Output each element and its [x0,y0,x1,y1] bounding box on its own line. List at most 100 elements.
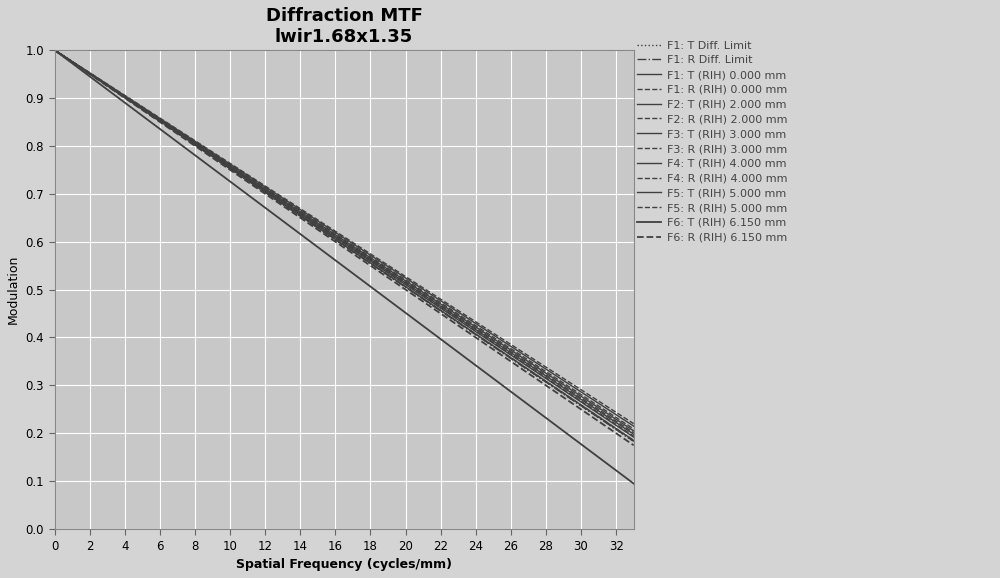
F5: R (RIH) 5.000 mm: (26.3, 0.378): R (RIH) 5.000 mm: (26.3, 0.378) [511,344,523,351]
F1: R Diff. Limit: (22.7, 0.439): R Diff. Limit: (22.7, 0.439) [446,316,458,323]
F2: R (RIH) 2.000 mm: (26.3, 0.357): R (RIH) 2.000 mm: (26.3, 0.357) [511,355,523,362]
F1: T (RIH) 0.000 mm: (26.3, 0.35): T (RIH) 0.000 mm: (26.3, 0.35) [511,358,523,365]
F6: T (RIH) 6.150 mm: (26.3, 0.278): T (RIH) 6.150 mm: (26.3, 0.278) [511,392,523,399]
F5: T (RIH) 5.000 mm: (33, 0.215): T (RIH) 5.000 mm: (33, 0.215) [628,423,640,429]
F1: R Diff. Limit: (33, 0.183): R Diff. Limit: (33, 0.183) [628,438,640,445]
F3: R (RIH) 3.000 mm: (0, 1): R (RIH) 3.000 mm: (0, 1) [49,47,61,54]
F5: R (RIH) 5.000 mm: (14.5, 0.656): R (RIH) 5.000 mm: (14.5, 0.656) [304,211,316,218]
X-axis label: Spatial Frequency (cycles/mm): Spatial Frequency (cycles/mm) [236,558,452,571]
F3: R (RIH) 3.000 mm: (13.3, 0.677): R (RIH) 3.000 mm: (13.3, 0.677) [283,201,295,208]
F3: T (RIH) 3.000 mm: (22.7, 0.449): T (RIH) 3.000 mm: (22.7, 0.449) [446,310,458,317]
Y-axis label: Modulation: Modulation [7,255,20,324]
F2: T (RIH) 2.000 mm: (25.7, 0.37): T (RIH) 2.000 mm: (25.7, 0.37) [500,349,512,355]
F2: R (RIH) 2.000 mm: (25.7, 0.371): R (RIH) 2.000 mm: (25.7, 0.371) [500,347,512,354]
Line: F4: T (RIH) 4.000 mm: F4: T (RIH) 4.000 mm [55,50,634,431]
F5: R (RIH) 5.000 mm: (0, 1): R (RIH) 5.000 mm: (0, 1) [49,47,61,54]
F1: R (RIH) 0.000 mm: (33, 0.185): R (RIH) 0.000 mm: (33, 0.185) [628,437,640,444]
F1: T (RIH) 0.000 mm: (0, 1): T (RIH) 0.000 mm: (0, 1) [49,47,61,54]
F1: T Diff. Limit: (22.7, 0.439): T Diff. Limit: (22.7, 0.439) [446,316,458,323]
Line: F1: R (RIH) 0.000 mm: F1: R (RIH) 0.000 mm [55,50,634,440]
F3: R (RIH) 3.000 mm: (33, 0.201): R (RIH) 3.000 mm: (33, 0.201) [628,429,640,436]
F6: R (RIH) 6.150 mm: (13.3, 0.666): R (RIH) 6.150 mm: (13.3, 0.666) [283,206,295,213]
F4: T (RIH) 4.000 mm: (13.3, 0.678): T (RIH) 4.000 mm: (13.3, 0.678) [283,201,295,208]
F6: T (RIH) 6.150 mm: (0, 1): T (RIH) 6.150 mm: (0, 1) [49,47,61,54]
F2: R (RIH) 2.000 mm: (13.3, 0.674): R (RIH) 2.000 mm: (13.3, 0.674) [283,203,295,210]
F6: T (RIH) 6.150 mm: (33, 0.095): T (RIH) 6.150 mm: (33, 0.095) [628,480,640,487]
F6: T (RIH) 6.150 mm: (13.3, 0.634): T (RIH) 6.150 mm: (13.3, 0.634) [283,222,295,229]
F1: T Diff. Limit: (26.3, 0.348): T Diff. Limit: (26.3, 0.348) [511,359,523,366]
F1: R (RIH) 0.000 mm: (25.7, 0.364): R (RIH) 0.000 mm: (25.7, 0.364) [500,351,512,358]
F5: R (RIH) 5.000 mm: (3.37, 0.92): R (RIH) 5.000 mm: (3.37, 0.92) [108,85,120,92]
F1: R (RIH) 0.000 mm: (13.3, 0.67): R (RIH) 0.000 mm: (13.3, 0.67) [283,205,295,212]
Line: F2: T (RIH) 2.000 mm: F2: T (RIH) 2.000 mm [55,50,634,437]
F1: R Diff. Limit: (3.37, 0.917): R Diff. Limit: (3.37, 0.917) [108,87,120,94]
F3: T (RIH) 3.000 mm: (26.3, 0.36): T (RIH) 3.000 mm: (26.3, 0.36) [511,353,523,360]
F5: T (RIH) 5.000 mm: (0, 1): T (RIH) 5.000 mm: (0, 1) [49,47,61,54]
F2: T (RIH) 2.000 mm: (26.3, 0.355): T (RIH) 2.000 mm: (26.3, 0.355) [511,355,523,362]
F6: R (RIH) 6.150 mm: (26.3, 0.342): R (RIH) 6.150 mm: (26.3, 0.342) [511,362,523,369]
F2: R (RIH) 2.000 mm: (0, 1): R (RIH) 2.000 mm: (0, 1) [49,47,61,54]
Legend: F1: T Diff. Limit, F1: R Diff. Limit, F1: T (RIH) 0.000 mm, F1: R (RIH) 0.000 mm: F1: T Diff. Limit, F1: R Diff. Limit, F1… [637,40,787,243]
F6: T (RIH) 6.150 mm: (22.7, 0.379): T (RIH) 6.150 mm: (22.7, 0.379) [446,344,458,351]
F3: R (RIH) 3.000 mm: (14.5, 0.648): R (RIH) 3.000 mm: (14.5, 0.648) [304,215,316,222]
F2: T (RIH) 2.000 mm: (13.3, 0.673): T (RIH) 2.000 mm: (13.3, 0.673) [283,203,295,210]
F1: T (RIH) 0.000 mm: (14.5, 0.641): T (RIH) 0.000 mm: (14.5, 0.641) [304,218,316,225]
Line: F5: R (RIH) 5.000 mm: F5: R (RIH) 5.000 mm [55,50,634,424]
F4: R (RIH) 4.000 mm: (3.37, 0.919): R (RIH) 4.000 mm: (3.37, 0.919) [108,86,120,92]
F4: T (RIH) 4.000 mm: (14.5, 0.65): T (RIH) 4.000 mm: (14.5, 0.65) [304,214,316,221]
F3: R (RIH) 3.000 mm: (25.7, 0.377): R (RIH) 3.000 mm: (25.7, 0.377) [500,345,512,352]
F1: R (RIH) 0.000 mm: (22.7, 0.44): R (RIH) 0.000 mm: (22.7, 0.44) [446,314,458,321]
F1: R Diff. Limit: (0, 1): R Diff. Limit: (0, 1) [49,47,61,54]
F4: T (RIH) 4.000 mm: (0, 1): T (RIH) 4.000 mm: (0, 1) [49,47,61,54]
F3: T (RIH) 3.000 mm: (3.37, 0.918): T (RIH) 3.000 mm: (3.37, 0.918) [108,86,120,93]
F6: T (RIH) 6.150 mm: (25.7, 0.294): T (RIH) 6.150 mm: (25.7, 0.294) [500,384,512,391]
F5: T (RIH) 5.000 mm: (26.3, 0.374): T (RIH) 5.000 mm: (26.3, 0.374) [511,347,523,354]
F1: T Diff. Limit: (33, 0.183): T Diff. Limit: (33, 0.183) [628,438,640,445]
F6: R (RIH) 6.150 mm: (3.37, 0.916): R (RIH) 6.150 mm: (3.37, 0.916) [108,87,120,94]
F5: T (RIH) 5.000 mm: (13.3, 0.683): T (RIH) 5.000 mm: (13.3, 0.683) [283,199,295,206]
F1: R Diff. Limit: (26.3, 0.348): R Diff. Limit: (26.3, 0.348) [511,359,523,366]
F1: T Diff. Limit: (3.37, 0.917): T Diff. Limit: (3.37, 0.917) [108,87,120,94]
F1: T (RIH) 0.000 mm: (25.7, 0.364): T (RIH) 0.000 mm: (25.7, 0.364) [500,351,512,358]
F6: T (RIH) 6.150 mm: (3.37, 0.908): T (RIH) 6.150 mm: (3.37, 0.908) [108,91,120,98]
F5: R (RIH) 5.000 mm: (33, 0.22): R (RIH) 5.000 mm: (33, 0.22) [628,420,640,427]
F1: T Diff. Limit: (14.5, 0.64): T Diff. Limit: (14.5, 0.64) [304,219,316,226]
F4: R (RIH) 4.000 mm: (14.5, 0.652): R (RIH) 4.000 mm: (14.5, 0.652) [304,213,316,220]
F2: T (RIH) 2.000 mm: (22.7, 0.445): T (RIH) 2.000 mm: (22.7, 0.445) [446,312,458,319]
F1: R (RIH) 0.000 mm: (0, 1): R (RIH) 0.000 mm: (0, 1) [49,47,61,54]
F1: R Diff. Limit: (13.3, 0.67): R Diff. Limit: (13.3, 0.67) [283,205,295,212]
F1: R (RIH) 0.000 mm: (14.5, 0.641): R (RIH) 0.000 mm: (14.5, 0.641) [304,218,316,225]
F3: T (RIH) 3.000 mm: (13.3, 0.676): T (RIH) 3.000 mm: (13.3, 0.676) [283,202,295,209]
F3: R (RIH) 3.000 mm: (3.37, 0.918): R (RIH) 3.000 mm: (3.37, 0.918) [108,86,120,92]
F2: R (RIH) 2.000 mm: (3.37, 0.918): R (RIH) 2.000 mm: (3.37, 0.918) [108,86,120,93]
F6: R (RIH) 6.150 mm: (33, 0.175): R (RIH) 6.150 mm: (33, 0.175) [628,442,640,449]
Line: F1: R Diff. Limit: F1: R Diff. Limit [55,50,634,442]
F2: R (RIH) 2.000 mm: (33, 0.194): R (RIH) 2.000 mm: (33, 0.194) [628,433,640,440]
F1: R Diff. Limit: (25.7, 0.363): R Diff. Limit: (25.7, 0.363) [500,352,512,359]
F5: T (RIH) 5.000 mm: (22.7, 0.461): T (RIH) 5.000 mm: (22.7, 0.461) [446,305,458,312]
F2: T (RIH) 2.000 mm: (3.37, 0.918): T (RIH) 2.000 mm: (3.37, 0.918) [108,86,120,93]
F3: T (RIH) 3.000 mm: (14.5, 0.647): T (RIH) 3.000 mm: (14.5, 0.647) [304,216,316,223]
Line: F5: T (RIH) 5.000 mm: F5: T (RIH) 5.000 mm [55,50,634,426]
Line: F4: R (RIH) 4.000 mm: F4: R (RIH) 4.000 mm [55,50,634,429]
Title: Diffraction MTF
lwir1.68x1.35: Diffraction MTF lwir1.68x1.35 [266,7,423,46]
F3: T (RIH) 3.000 mm: (0, 1): T (RIH) 3.000 mm: (0, 1) [49,47,61,54]
F4: R (RIH) 4.000 mm: (25.7, 0.383): R (RIH) 4.000 mm: (25.7, 0.383) [500,342,512,349]
F6: R (RIH) 6.150 mm: (14.5, 0.637): R (RIH) 6.150 mm: (14.5, 0.637) [304,221,316,228]
F2: R (RIH) 2.000 mm: (22.7, 0.447): R (RIH) 2.000 mm: (22.7, 0.447) [446,312,458,318]
F1: T Diff. Limit: (13.3, 0.67): T Diff. Limit: (13.3, 0.67) [283,205,295,212]
F3: R (RIH) 3.000 mm: (22.7, 0.451): R (RIH) 3.000 mm: (22.7, 0.451) [446,309,458,316]
F1: R Diff. Limit: (14.5, 0.64): R Diff. Limit: (14.5, 0.64) [304,219,316,226]
F5: T (RIH) 5.000 mm: (3.37, 0.92): T (RIH) 5.000 mm: (3.37, 0.92) [108,85,120,92]
F5: T (RIH) 5.000 mm: (25.7, 0.388): T (RIH) 5.000 mm: (25.7, 0.388) [500,340,512,347]
F6: T (RIH) 6.150 mm: (14.5, 0.601): T (RIH) 6.150 mm: (14.5, 0.601) [304,238,316,244]
F6: R (RIH) 6.150 mm: (0, 1): R (RIH) 6.150 mm: (0, 1) [49,47,61,54]
F2: T (RIH) 2.000 mm: (14.5, 0.644): T (RIH) 2.000 mm: (14.5, 0.644) [304,217,316,224]
Line: F3: R (RIH) 3.000 mm: F3: R (RIH) 3.000 mm [55,50,634,433]
Line: F6: T (RIH) 6.150 mm: F6: T (RIH) 6.150 mm [55,50,634,484]
F5: R (RIH) 5.000 mm: (22.7, 0.464): R (RIH) 5.000 mm: (22.7, 0.464) [446,303,458,310]
F4: R (RIH) 4.000 mm: (26.3, 0.369): R (RIH) 4.000 mm: (26.3, 0.369) [511,349,523,356]
F5: R (RIH) 5.000 mm: (25.7, 0.392): R (RIH) 5.000 mm: (25.7, 0.392) [500,338,512,345]
Line: F1: T (RIH) 0.000 mm: F1: T (RIH) 0.000 mm [55,50,634,440]
Line: F6: R (RIH) 6.150 mm: F6: R (RIH) 6.150 mm [55,50,634,445]
